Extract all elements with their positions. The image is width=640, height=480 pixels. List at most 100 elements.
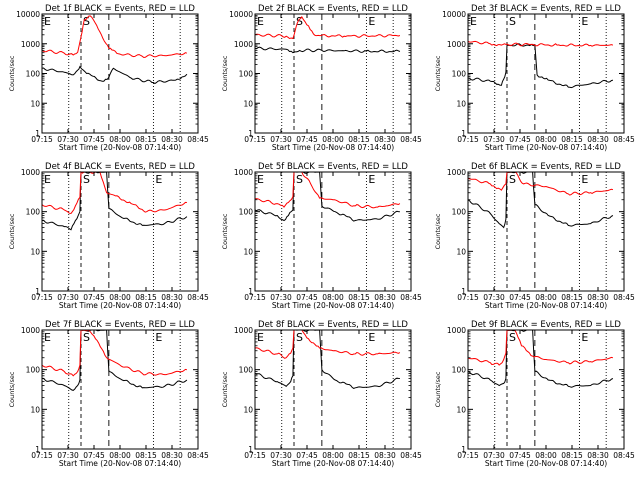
x-tick-label: 08:30 [374, 293, 396, 302]
x-tick-label: 08:00 [322, 293, 344, 302]
series-line-lld [41, 15, 188, 59]
y-tick-label: 1000 [447, 40, 466, 49]
y-tick-label: 100 [452, 70, 467, 79]
x-tick-label: 08:15 [135, 451, 157, 460]
series-line-events [254, 329, 400, 389]
y-tick-label: 10 [243, 405, 253, 414]
series-line-events [467, 329, 614, 388]
y-tick-label: 100 [239, 366, 254, 375]
y-axis-title: Counts/sec [8, 55, 16, 91]
x-tick-label: 07:45 [509, 293, 531, 302]
panel-title: Det 6f BLACK = Events, RED = LLD [471, 162, 621, 172]
x-tick-label: 07:30 [483, 135, 505, 144]
y-tick-label: 100 [26, 366, 41, 375]
x-tick-label: 08:15 [561, 293, 583, 302]
x-tick-label: 07:15 [244, 135, 266, 144]
marker-label: E [44, 331, 51, 344]
panel-title: Det 5f BLACK = Events, RED = LLD [258, 162, 408, 172]
marker-label: S [296, 173, 303, 186]
marker-label: E [257, 15, 264, 28]
x-tick-label: 07:45 [296, 451, 318, 460]
x-tick-label: 08:30 [587, 451, 609, 460]
marker-label: S [296, 15, 303, 28]
x-tick-label: 07:45 [296, 293, 318, 302]
plot-frame [41, 329, 199, 450]
y-tick-label: 10 [456, 99, 466, 108]
series-line-events [254, 46, 401, 54]
series-line-events [467, 171, 614, 229]
x-tick-label: 08:00 [322, 451, 344, 460]
series-line-lld [254, 329, 401, 359]
x-tick-label: 07:45 [83, 293, 105, 302]
y-tick-label: 1 [248, 445, 253, 454]
y-tick-label: 1000 [447, 326, 466, 335]
x-tick-label: 07:15 [457, 451, 479, 460]
series-line-lld [41, 329, 187, 377]
x-tick-label: 08:45 [187, 135, 209, 144]
y-tick-label: 1 [248, 287, 253, 296]
marker-label: S [509, 15, 516, 28]
marker-label: E [155, 173, 162, 186]
y-tick-label: 1 [461, 129, 466, 138]
plot-frame [467, 329, 625, 450]
x-tick-label: 08:00 [109, 293, 131, 302]
y-axis-title: Counts/sec [434, 371, 442, 407]
y-tick-label: 100 [239, 208, 254, 217]
y-tick-label: 1000 [234, 40, 253, 49]
x-tick-label: 08:15 [135, 135, 157, 144]
y-tick-label: 100 [26, 208, 41, 217]
y-tick-label: 10 [30, 405, 40, 414]
panel-title: Det 8f BLACK = Events, RED = LLD [258, 320, 408, 330]
x-tick-label: 07:45 [296, 135, 318, 144]
x-tick-label: 07:45 [509, 135, 531, 144]
panel-title: Det 1f BLACK = Events, RED = LLD [45, 4, 195, 14]
x-tick-label: 07:30 [483, 293, 505, 302]
x-tick-label: 07:30 [270, 293, 292, 302]
x-tick-label: 08:30 [161, 451, 183, 460]
x-tick-label: 08:45 [187, 451, 209, 460]
x-axis-title: Start Time (20-Nov-08 07:14:40) [59, 143, 181, 152]
x-tick-label: 08:30 [587, 293, 609, 302]
x-tick-label: 08:00 [535, 293, 557, 302]
x-tick-label: 08:45 [400, 451, 422, 460]
series-line-lld [467, 171, 613, 196]
x-tick-label: 08:45 [613, 135, 635, 144]
x-tick-label: 08:15 [348, 135, 370, 144]
x-tick-label: 08:00 [535, 451, 557, 460]
y-tick-label: 1 [35, 445, 40, 454]
y-tick-label: 100 [452, 208, 467, 217]
marker-label: S [509, 173, 516, 186]
x-tick-label: 07:45 [509, 451, 531, 460]
marker-label: S [83, 331, 90, 344]
marker-label: E [368, 173, 375, 186]
panel-title: Det 7f BLACK = Events, RED = LLD [45, 320, 195, 330]
plot-frame [254, 13, 412, 134]
x-tick-label: 08:15 [348, 293, 370, 302]
x-axis-title: Start Time (20-Nov-08 07:14:40) [485, 459, 607, 468]
marker-label: E [368, 15, 375, 28]
plot-frame [254, 171, 412, 292]
series-line-events [467, 43, 614, 89]
x-tick-label: 08:30 [374, 451, 396, 460]
x-tick-label: 07:30 [270, 451, 292, 460]
x-tick-label: 07:15 [244, 293, 266, 302]
x-tick-label: 07:15 [457, 135, 479, 144]
y-tick-label: 1000 [21, 40, 40, 49]
marker-label: E [257, 331, 264, 344]
x-tick-label: 07:30 [483, 451, 505, 460]
plot-frame [254, 329, 412, 450]
plot-frame [467, 171, 625, 292]
x-tick-label: 07:30 [57, 293, 79, 302]
marker-label: E [257, 173, 264, 186]
x-axis-title: Start Time (20-Nov-08 07:14:40) [272, 143, 394, 152]
marker-label: S [509, 331, 516, 344]
series-line-lld [467, 329, 613, 366]
x-axis-title: Start Time (20-Nov-08 07:14:40) [485, 143, 607, 152]
y-tick-label: 1 [461, 445, 466, 454]
x-tick-label: 08:00 [535, 135, 557, 144]
marker-label: S [83, 173, 90, 186]
